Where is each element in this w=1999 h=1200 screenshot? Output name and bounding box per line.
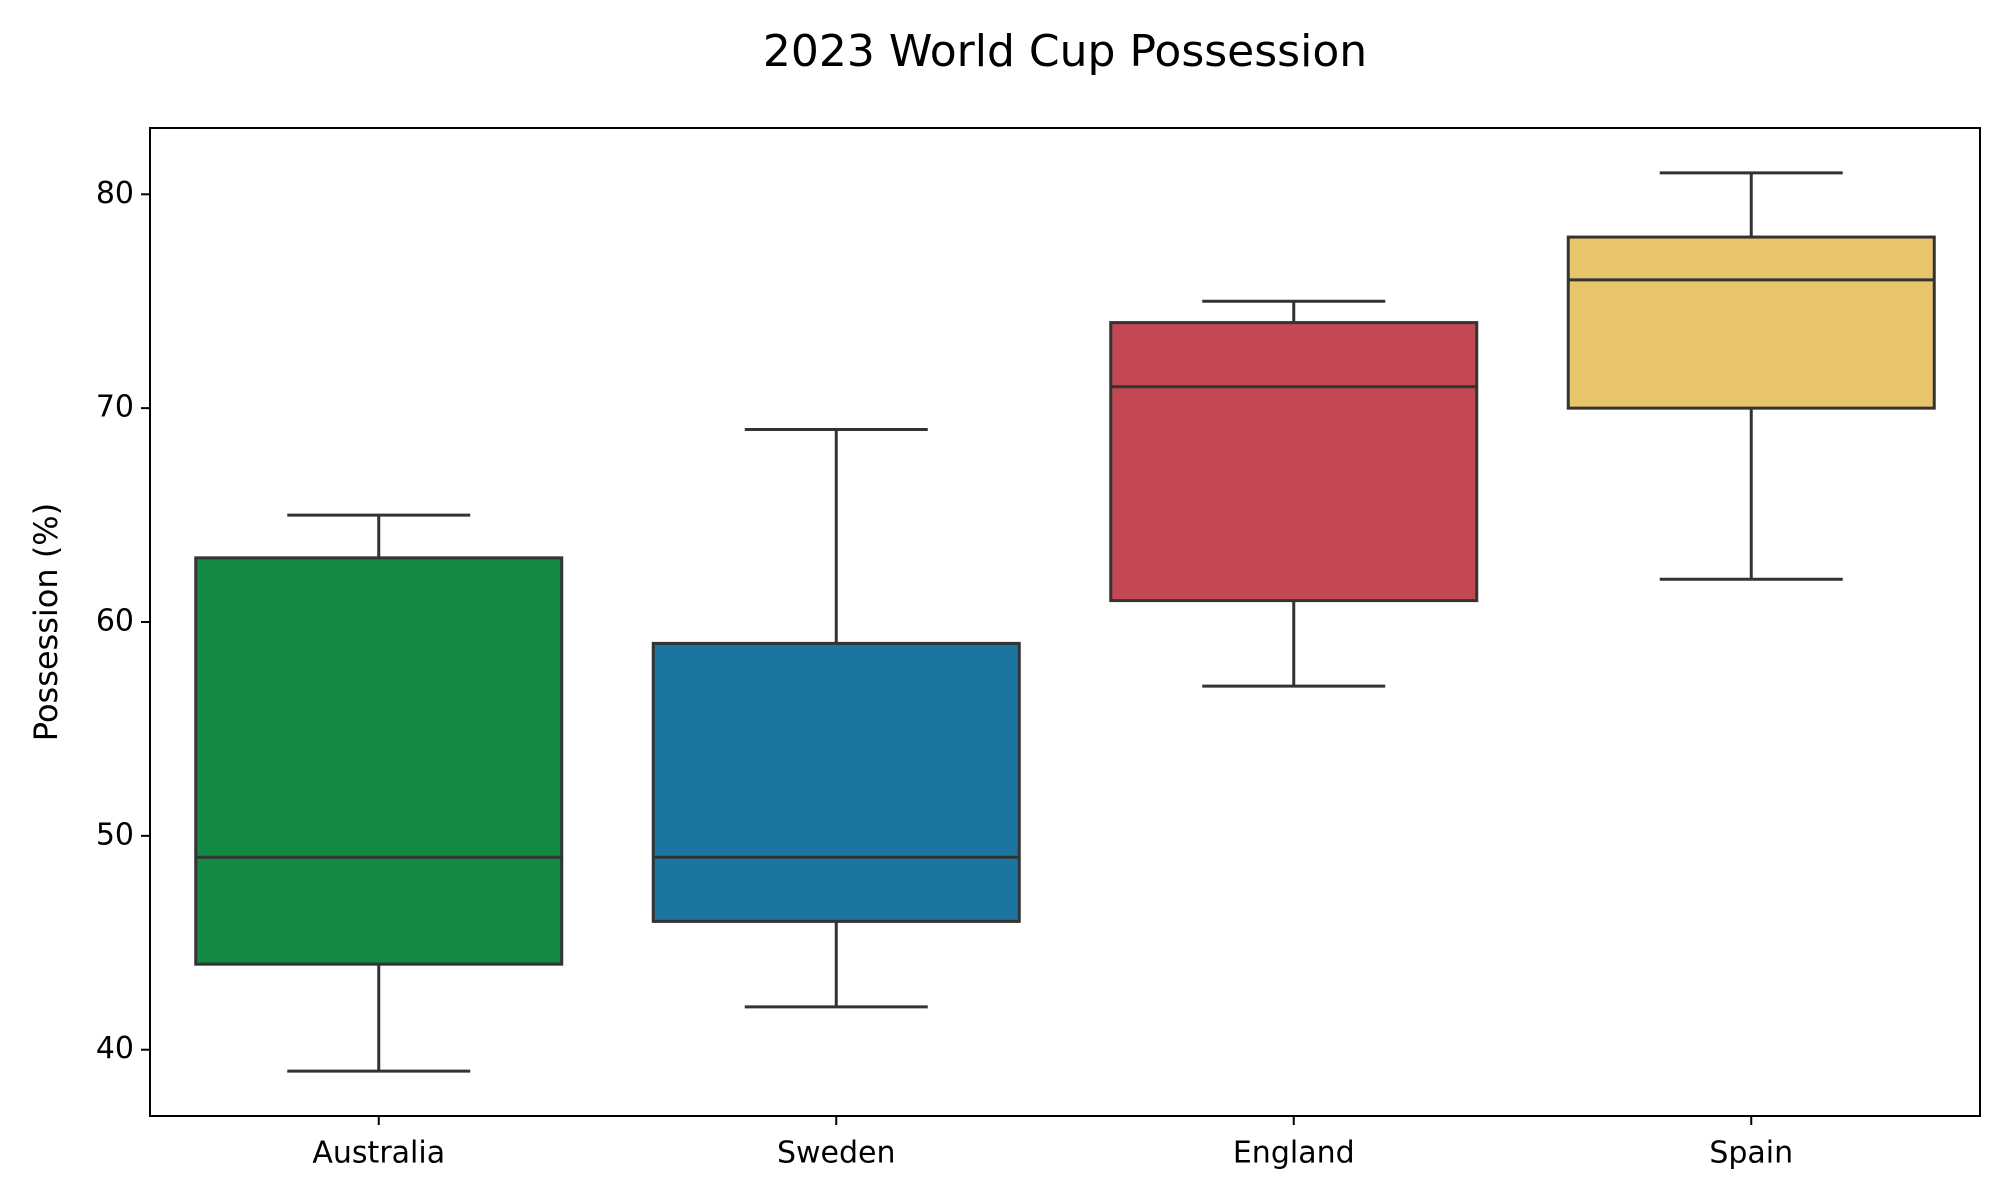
y-tick-label: 70	[96, 390, 134, 425]
box	[194, 556, 564, 966]
y-axis-label: Possession (%)	[27, 503, 65, 741]
chart-title: 2023 World Cup Possession	[763, 26, 1367, 77]
box	[651, 641, 1021, 923]
y-tick-label: 60	[96, 604, 134, 639]
plot-frame	[149, 127, 1981, 1117]
x-tick-label: Spain	[1709, 1136, 1793, 1171]
x-tick-label: England	[1233, 1136, 1355, 1171]
box	[1109, 321, 1479, 603]
y-tick-label: 80	[96, 176, 134, 211]
x-tick-label: Australia	[312, 1136, 445, 1171]
box	[1566, 235, 1936, 410]
x-tick-label: Sweden	[777, 1136, 896, 1171]
y-tick-label: 50	[96, 817, 134, 852]
y-tick-label: 40	[96, 1031, 134, 1066]
